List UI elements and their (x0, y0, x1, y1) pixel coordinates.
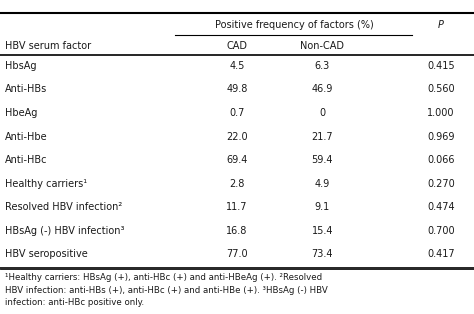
Text: 0.415: 0.415 (427, 61, 455, 71)
Text: 73.4: 73.4 (311, 249, 333, 259)
Text: 2.8: 2.8 (229, 179, 245, 189)
Text: HBV seropositive: HBV seropositive (5, 249, 88, 259)
Text: Positive frequency of factors (%): Positive frequency of factors (%) (215, 20, 373, 30)
Text: 21.7: 21.7 (311, 132, 333, 142)
Text: 77.0: 77.0 (226, 249, 248, 259)
Text: 46.9: 46.9 (311, 84, 333, 95)
Text: Anti-Hbe: Anti-Hbe (5, 132, 47, 142)
Text: 49.8: 49.8 (226, 84, 248, 95)
Text: 0.7: 0.7 (229, 108, 245, 118)
Text: 9.1: 9.1 (315, 202, 330, 212)
Text: 6.3: 6.3 (315, 61, 330, 71)
Text: 0.066: 0.066 (427, 155, 455, 165)
Text: 59.4: 59.4 (311, 155, 333, 165)
Text: Non-CAD: Non-CAD (301, 41, 344, 51)
Text: 22.0: 22.0 (226, 132, 248, 142)
Text: 0.270: 0.270 (427, 179, 455, 189)
Text: HBV serum factor: HBV serum factor (5, 41, 91, 51)
Text: ¹Healthy carriers: HBsAg (+), anti-HBc (+) and anti-HBeAg (+). ²Resolved
HBV inf: ¹Healthy carriers: HBsAg (+), anti-HBc (… (5, 273, 328, 307)
Text: HBsAg (-) HBV infection³: HBsAg (-) HBV infection³ (5, 226, 124, 236)
Text: P: P (438, 20, 444, 30)
Text: 0: 0 (319, 108, 325, 118)
Text: 4.5: 4.5 (229, 61, 245, 71)
Text: Resolved HBV infection²: Resolved HBV infection² (5, 202, 122, 212)
Text: 0.560: 0.560 (427, 84, 455, 95)
Text: Anti-HBc: Anti-HBc (5, 155, 47, 165)
Text: 11.7: 11.7 (226, 202, 248, 212)
Text: 4.9: 4.9 (315, 179, 330, 189)
Text: 69.4: 69.4 (226, 155, 248, 165)
Text: 15.4: 15.4 (311, 226, 333, 236)
Text: 0.969: 0.969 (427, 132, 455, 142)
Text: HbeAg: HbeAg (5, 108, 37, 118)
Text: 0.417: 0.417 (427, 249, 455, 259)
Text: 0.700: 0.700 (427, 226, 455, 236)
Text: 16.8: 16.8 (226, 226, 248, 236)
Text: 0.474: 0.474 (427, 202, 455, 212)
Text: 1.000: 1.000 (427, 108, 455, 118)
Text: CAD: CAD (227, 41, 247, 51)
Text: Anti-HBs: Anti-HBs (5, 84, 47, 95)
Text: Healthy carriers¹: Healthy carriers¹ (5, 179, 87, 189)
Text: HbsAg: HbsAg (5, 61, 36, 71)
